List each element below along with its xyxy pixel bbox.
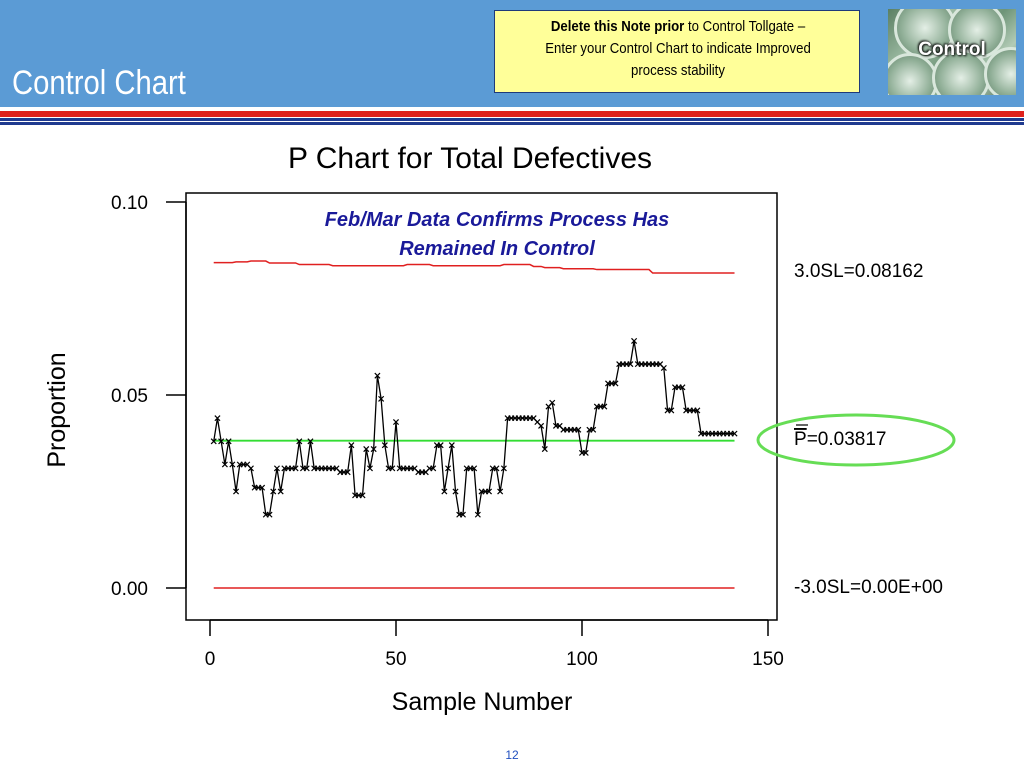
y-tick-label: 0.05 <box>111 386 148 407</box>
data-point <box>225 438 232 445</box>
center-line-highlight <box>756 413 956 467</box>
center-label: P=0.03817 <box>794 429 886 450</box>
control-gauges-image: Control <box>888 9 1016 95</box>
data-point <box>307 438 314 445</box>
y-axis-label: Proportion <box>43 352 71 467</box>
ucl-label: 3.0SL=0.08162 <box>794 261 923 282</box>
data-point <box>679 384 686 391</box>
data-point <box>612 380 619 387</box>
control-badge-label: Control <box>918 39 986 60</box>
y-tick-label: 0.10 <box>111 193 148 214</box>
data-point <box>493 465 500 472</box>
annotation-line1: Feb/Mar Data Confirms Process Has <box>325 209 670 231</box>
data-point <box>273 465 280 472</box>
center-value: =0.03817 <box>807 429 887 450</box>
data-point <box>270 488 277 495</box>
data-point <box>389 465 396 472</box>
data-point <box>259 484 266 491</box>
data-point <box>437 442 444 449</box>
data-point <box>459 511 466 518</box>
data-point <box>538 422 545 429</box>
data-point <box>474 511 481 518</box>
x-tick-label: 100 <box>566 649 598 670</box>
data-point <box>370 446 377 453</box>
x-tick-label: 150 <box>752 649 784 670</box>
annotation-line2: Remained In Control <box>399 238 595 260</box>
data-point <box>296 438 303 445</box>
slide-title: Control Chart <box>12 64 186 102</box>
x-axis-ticks: 0 50 100 150 <box>205 620 784 670</box>
series-line <box>213 340 735 516</box>
data-point <box>452 488 459 495</box>
note-box: Delete this Note prior to Control Tollga… <box>494 10 860 93</box>
lcl-label: -3.0SL=0.00E+00 <box>794 577 943 598</box>
data-series <box>210 337 738 518</box>
chart-title: P Chart for Total Defectives <box>288 142 652 175</box>
data-point <box>221 461 228 468</box>
data-point <box>541 446 548 453</box>
header-divider-white <box>0 107 1024 112</box>
data-point <box>631 337 638 344</box>
data-point <box>381 442 388 449</box>
ucl-line <box>213 260 735 274</box>
y-tick-label: 0.00 <box>111 579 148 600</box>
data-point <box>214 415 221 422</box>
data-point <box>430 465 437 472</box>
data-point <box>348 442 355 449</box>
data-point <box>497 488 504 495</box>
data-point <box>292 465 299 472</box>
data-point <box>378 395 385 402</box>
data-point <box>366 465 373 472</box>
data-point <box>277 488 284 495</box>
data-point <box>445 465 452 472</box>
y-axis-ticks: 0.10 0.05 0.00 <box>111 193 186 600</box>
data-point <box>233 488 240 495</box>
header-divider-blue-2 <box>0 122 1024 125</box>
data-point <box>303 465 310 472</box>
note-text-line3: process stability <box>631 62 725 79</box>
note-text-line2: Enter your Control Chart to indicate Imp… <box>545 40 811 57</box>
data-point <box>575 426 582 433</box>
data-point <box>549 399 556 406</box>
data-point <box>590 426 597 433</box>
note-text-line1: to Control Tollgate – <box>684 18 806 35</box>
note-bold-text: Delete this Note prior <box>550 18 685 35</box>
x-tick-label: 50 <box>385 649 406 670</box>
data-point <box>731 430 738 437</box>
data-point <box>247 465 254 472</box>
data-point <box>485 488 493 495</box>
x-tick-label: 0 <box>205 649 216 670</box>
data-point <box>448 442 455 449</box>
data-point <box>471 465 478 472</box>
data-point <box>601 403 608 410</box>
data-point <box>441 488 448 495</box>
data-point <box>660 364 667 372</box>
data-point <box>668 407 675 414</box>
data-point <box>229 461 236 468</box>
data-point <box>582 449 589 456</box>
data-point <box>363 446 370 453</box>
data-point <box>218 438 225 445</box>
p-bar-symbol: P <box>794 429 807 450</box>
data-point <box>359 492 366 499</box>
gauge-icon <box>932 49 990 95</box>
header-divider-blue <box>0 118 1024 121</box>
control-limit-lines <box>213 260 735 589</box>
data-point <box>266 511 273 518</box>
x-axis-label: Sample Number <box>392 688 573 716</box>
data-point <box>210 438 217 445</box>
data-point <box>392 418 400 426</box>
data-point <box>500 465 507 472</box>
page-number: 12 <box>505 748 519 762</box>
data-point <box>344 469 351 476</box>
data-point <box>694 407 701 414</box>
header-divider-red <box>0 111 1024 117</box>
gauge-icon <box>984 47 1016 95</box>
data-point <box>374 372 381 379</box>
data-point <box>627 361 634 368</box>
